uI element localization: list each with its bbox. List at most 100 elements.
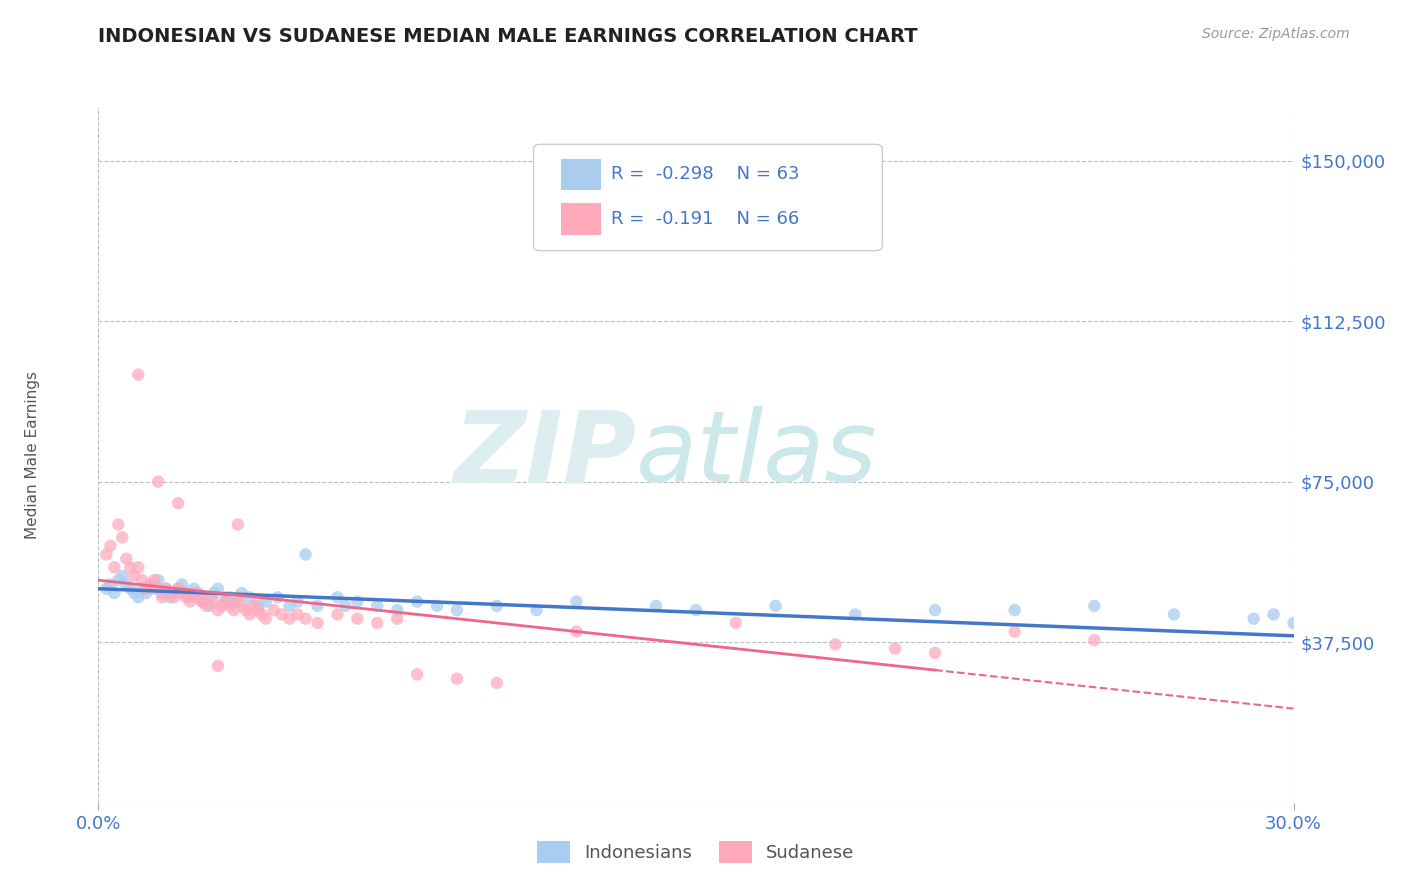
Point — [526, 603, 548, 617]
Point — [724, 615, 747, 630]
Point — [187, 586, 209, 600]
Point — [1282, 615, 1305, 630]
Point — [187, 591, 209, 605]
Point — [195, 599, 218, 613]
Point — [131, 573, 153, 587]
Point — [222, 594, 245, 608]
Point — [235, 603, 257, 617]
Point — [294, 612, 316, 626]
Point — [98, 577, 122, 591]
Point — [127, 591, 149, 605]
Point — [565, 624, 588, 639]
Point — [426, 599, 449, 613]
Point — [172, 586, 194, 600]
Point — [167, 496, 190, 510]
Point — [824, 637, 846, 651]
Point — [150, 591, 173, 605]
Point — [198, 591, 221, 605]
Point — [307, 615, 329, 630]
Point — [215, 594, 238, 608]
Point — [107, 573, 129, 587]
Point — [765, 599, 787, 613]
Point — [135, 586, 157, 600]
Point — [226, 594, 249, 608]
Point — [239, 607, 262, 622]
Point — [159, 591, 181, 605]
Point — [346, 612, 368, 626]
Point — [1004, 603, 1026, 617]
Point — [326, 591, 349, 605]
Point — [1263, 607, 1285, 622]
Point — [202, 594, 225, 608]
Point — [326, 607, 349, 622]
Point — [198, 599, 221, 613]
Point — [120, 560, 142, 574]
Legend: Indonesians, Sudanese: Indonesians, Sudanese — [530, 834, 862, 871]
Point — [239, 591, 262, 605]
Point — [267, 591, 290, 605]
Text: atlas: atlas — [637, 407, 877, 503]
Point — [844, 607, 866, 622]
Point — [120, 582, 142, 596]
Point — [263, 603, 285, 617]
Point — [124, 586, 146, 600]
Point — [924, 603, 946, 617]
Point — [446, 603, 468, 617]
Point — [183, 582, 205, 596]
Point — [111, 569, 134, 583]
Point — [366, 615, 388, 630]
Point — [446, 672, 468, 686]
Point — [1083, 633, 1105, 648]
Point — [103, 560, 125, 574]
Point — [172, 577, 194, 591]
Point — [150, 586, 173, 600]
Point — [179, 591, 201, 605]
Point — [385, 603, 409, 617]
Point — [366, 599, 388, 613]
Point — [226, 517, 249, 532]
Point — [254, 594, 277, 608]
Point — [107, 517, 129, 532]
Point — [219, 591, 242, 605]
Point — [243, 599, 266, 613]
Point — [645, 599, 668, 613]
Text: Median Male Earnings: Median Male Earnings — [25, 371, 41, 539]
Point — [884, 641, 907, 656]
Point — [231, 599, 253, 613]
Point — [287, 594, 309, 608]
Text: R =  -0.298    N = 63: R = -0.298 N = 63 — [610, 165, 800, 183]
Point — [1083, 599, 1105, 613]
Point — [385, 612, 409, 626]
Point — [163, 591, 186, 605]
Text: Source: ZipAtlas.com: Source: ZipAtlas.com — [1202, 27, 1350, 41]
Point — [250, 607, 273, 622]
Point — [96, 582, 118, 596]
Point — [246, 603, 269, 617]
Point — [406, 594, 429, 608]
Point — [139, 577, 162, 591]
Text: ZIP: ZIP — [453, 407, 637, 503]
Text: INDONESIAN VS SUDANESE MEDIAN MALE EARNINGS CORRELATION CHART: INDONESIAN VS SUDANESE MEDIAN MALE EARNI… — [98, 27, 918, 45]
Point — [270, 607, 292, 622]
Point — [246, 599, 269, 613]
Point — [219, 599, 242, 613]
Point — [139, 577, 162, 591]
Point — [163, 586, 186, 600]
Point — [1004, 624, 1026, 639]
Point — [148, 475, 170, 489]
Point — [124, 569, 146, 583]
Point — [155, 582, 177, 596]
Point — [1163, 607, 1185, 622]
Point — [115, 551, 138, 566]
Point — [278, 599, 301, 613]
Point — [485, 599, 508, 613]
Point — [287, 607, 309, 622]
Point — [143, 582, 166, 596]
Point — [131, 582, 153, 596]
Point — [115, 577, 138, 591]
Point — [202, 586, 225, 600]
Point — [167, 582, 190, 596]
Point — [174, 586, 197, 600]
Point — [485, 676, 508, 690]
Point — [294, 548, 316, 562]
